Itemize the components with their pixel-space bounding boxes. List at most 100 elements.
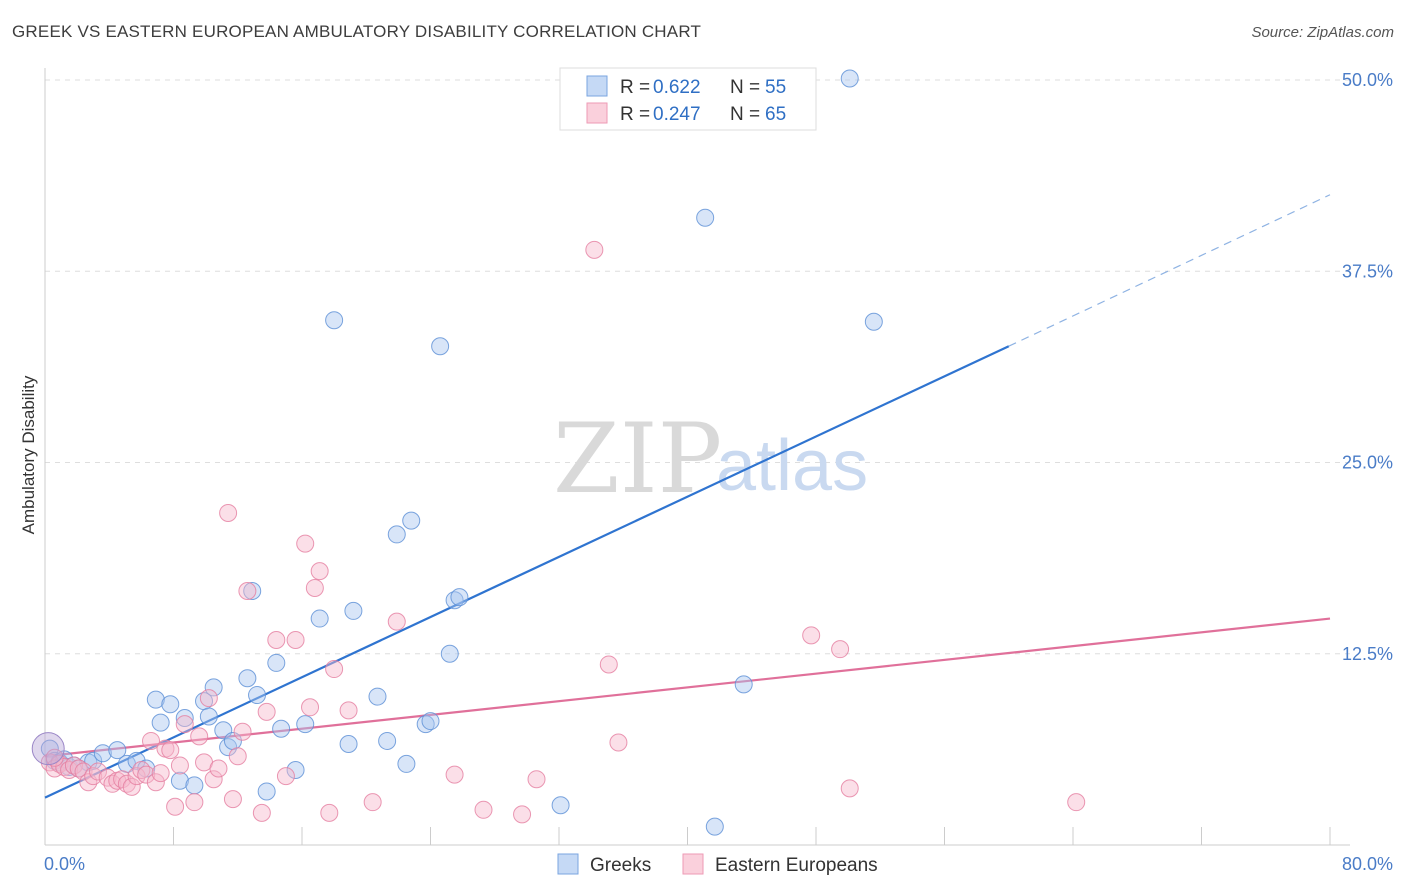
greeks-point — [445, 591, 464, 610]
eastern-europeans-point — [45, 748, 64, 767]
greeks-point — [705, 817, 724, 836]
greeks-point — [286, 761, 305, 780]
legend-r-value-eastern-europeans: 0.247 — [653, 104, 701, 125]
greeks-point — [450, 588, 469, 607]
greeks-point — [243, 582, 262, 601]
greeks-point — [551, 796, 570, 815]
eastern-europeans-point — [122, 777, 141, 796]
greeks-point — [344, 601, 363, 620]
eastern-europeans-point — [98, 768, 117, 787]
watermark: ZIP atlas — [553, 403, 868, 515]
eastern-europeans-point — [166, 797, 185, 816]
eastern-europeans-point — [238, 582, 257, 601]
eastern-europeans-point — [363, 793, 382, 812]
eastern-europeans-point — [296, 534, 315, 553]
greeks-point — [368, 687, 387, 706]
greeks-point — [267, 653, 286, 672]
greeks-point — [696, 208, 715, 227]
eastern-europeans-point — [257, 702, 276, 721]
y-tick-labels: 12.5% 25.0% 37.5% 50.0% — [1342, 70, 1393, 664]
eastern-europeans-point — [137, 765, 156, 784]
y-tick-label: 50.0% — [1342, 70, 1393, 90]
greeks-point — [416, 715, 435, 734]
eastern-europeans-point — [74, 762, 93, 781]
greeks-point — [257, 782, 276, 801]
eastern-europeans-point — [64, 756, 83, 775]
eastern-europeans-point — [185, 793, 204, 812]
eastern-europeans-point — [320, 803, 339, 822]
legend-n-value-eastern-europeans: 65 — [765, 104, 786, 125]
greeks-point — [170, 771, 189, 790]
legend-swatch-greeks — [586, 75, 608, 97]
eastern-europeans-point — [276, 767, 295, 786]
eastern-europeans-point — [142, 731, 161, 750]
greeks-point — [397, 754, 416, 773]
greeks-point — [175, 709, 194, 728]
eastern-europeans-point — [146, 773, 165, 792]
eastern-europeans-point — [233, 722, 252, 741]
eastern-europeans-point — [831, 640, 850, 659]
greeks-point — [378, 731, 397, 750]
eastern-europeans-point — [387, 612, 406, 631]
eastern-europeans-point — [55, 757, 74, 776]
eastern-europeans-point — [175, 715, 194, 734]
eastern-europeans-point — [1067, 793, 1086, 812]
greeks-point — [310, 609, 329, 628]
greeks-point — [219, 738, 238, 757]
eastern-europeans-point — [228, 747, 247, 766]
greeks-point — [734, 675, 753, 694]
greeks-point — [431, 337, 450, 356]
eastern-europeans-point — [267, 630, 286, 649]
greeks-point — [151, 713, 170, 732]
eastern-europeans-point — [474, 800, 493, 819]
eastern-europeans-point — [89, 762, 108, 781]
eastern-europeans-point — [209, 759, 228, 778]
eastern-europeans-point — [325, 660, 344, 679]
greeks-point — [108, 741, 127, 760]
x-tick-labels: 0.0% 80.0% — [44, 854, 1393, 874]
eastern-europeans-point — [204, 770, 223, 789]
greeks-point — [296, 715, 315, 734]
eastern-europeans-point — [103, 774, 122, 793]
legend-n-value-greeks: 55 — [765, 77, 786, 98]
eastern-europeans-point — [151, 764, 170, 783]
greeks-point — [325, 311, 344, 330]
greeks-point — [146, 690, 165, 709]
legend-swatch-eastern-europeans — [586, 102, 608, 124]
eastern-europeans-point — [286, 630, 305, 649]
y-tick-label: 37.5% — [1342, 261, 1393, 281]
greeks-point — [339, 735, 358, 754]
series-legend: Greeks Eastern Europeans — [557, 853, 878, 876]
source-label: Source: ZipAtlas.com — [1251, 24, 1394, 41]
grid-lines — [45, 79, 1350, 655]
legend-r-label-eastern-europeans: R = — [620, 104, 650, 125]
x-tick-label: 80.0% — [1342, 854, 1393, 874]
series-swatch-eastern-europeans — [682, 853, 704, 875]
chart-title: GREEK VS EASTERN EUROPEAN AMBULATORY DIS… — [12, 22, 702, 41]
legend-r-value-greeks: 0.622 — [653, 77, 701, 98]
correlation-legend: R = 0.622 N = 55 R = 0.247 N = 65 — [559, 67, 817, 131]
eastern-europeans-point — [513, 805, 532, 824]
y-tick-label: 12.5% — [1342, 644, 1393, 664]
eastern-europeans-point — [585, 240, 604, 259]
greeks-point — [31, 732, 65, 766]
greeks-trend-line — [44, 345, 1010, 799]
greeks-point — [161, 695, 180, 714]
greeks-point — [93, 744, 112, 763]
series-label-eastern-europeans: Eastern Europeans — [715, 855, 878, 876]
axes — [44, 68, 1350, 846]
eastern-europeans-point — [199, 689, 218, 708]
eastern-europeans-point — [339, 701, 358, 720]
greeks-point — [238, 669, 257, 688]
greeks-point — [204, 678, 223, 697]
trend-lines — [44, 194, 1331, 799]
eastern-europeans-point — [305, 578, 324, 597]
eastern-europeans-point — [223, 790, 242, 809]
greeks-point — [440, 644, 459, 663]
legend-n-label-greeks: N = — [730, 77, 760, 98]
greeks-point — [199, 707, 218, 726]
eastern-europeans-point — [190, 727, 209, 746]
x-tick-label: 0.0% — [44, 854, 85, 874]
watermark-atlas: atlas — [716, 426, 868, 506]
